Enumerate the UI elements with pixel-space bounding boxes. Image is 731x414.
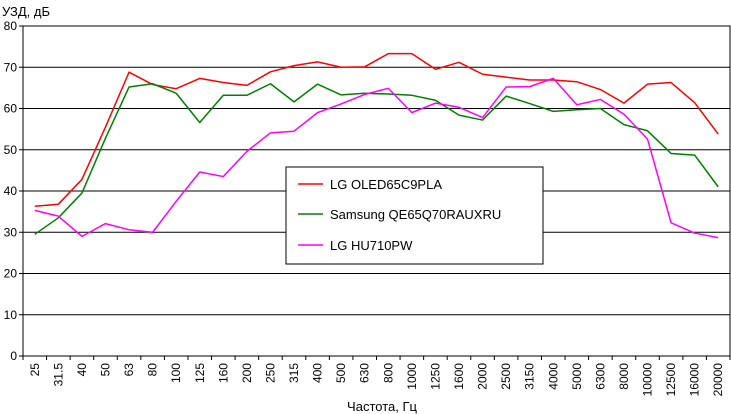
series-line-2 [34, 83, 719, 235]
y-axis-ticks: 0 10 20 30 40 50 60 70 80 [4, 19, 23, 363]
x-tick-label: 16000 [688, 363, 702, 397]
series-line-1 [34, 52, 719, 208]
x-tick-label: 1250 [428, 363, 442, 390]
y-tick-label: 40 [4, 184, 18, 198]
x-tick-label: 40 [75, 363, 89, 377]
x-tick-label: 63 [122, 363, 136, 377]
y-tick-label: 60 [4, 102, 18, 116]
y-axis-title: УЗД, дБ [2, 4, 50, 19]
legend-box [285, 166, 544, 265]
x-tick-label: 50 [98, 363, 112, 377]
x-tick-label: 4000 [546, 363, 560, 390]
x-tick-label: 2000 [476, 363, 490, 390]
legend-label-3: LG HU710PW [330, 238, 413, 253]
x-tick-label: 315 [287, 363, 301, 383]
y-tick-label: 30 [4, 225, 18, 239]
y-tick-label: 0 [10, 349, 17, 363]
series-lines [34, 52, 719, 239]
x-tick-label: 10000 [641, 363, 655, 397]
x-tick-label: 160 [216, 363, 230, 383]
x-tick-label: 400 [311, 363, 325, 383]
y-tick-label: 20 [4, 267, 18, 281]
x-tick-label: 250 [263, 363, 277, 383]
x-tick-label: 100 [169, 363, 183, 383]
x-tick-label: 80 [146, 363, 160, 377]
x-tick-label: 5000 [570, 363, 584, 390]
legend-label-1: LG OLED65C9PLA [330, 177, 442, 192]
x-axis-title: Частота, Гц [347, 399, 417, 414]
legend: LG OLED65C9PLA Samsung QE65Q70RAUXRU LG HU… [285, 166, 544, 265]
x-tick-label: 630 [358, 363, 372, 383]
x-tick-label: 6300 [593, 363, 607, 390]
x-tick-label: 3150 [523, 363, 537, 390]
x-tick-label: 800 [381, 363, 395, 383]
y-tick-label: 80 [4, 19, 18, 33]
x-tick-label: 12500 [664, 363, 678, 397]
x-tick-label: 8000 [617, 363, 631, 390]
y-tick-label: 50 [4, 143, 18, 157]
x-tick-label: 1600 [452, 363, 466, 390]
series-line-3 [34, 77, 719, 239]
y-tick-label: 70 [4, 60, 18, 74]
x-tick-label: 200 [240, 363, 254, 383]
x-tick-label: 500 [334, 363, 348, 383]
x-tick-label: 1000 [405, 363, 419, 390]
x-axis-ticks: 25 31.5 40 50 63 80 100 125 160 200 250 315 400 500 63… [22, 356, 731, 397]
x-tick-label: 31.5 [51, 363, 65, 387]
x-tick-label: 125 [193, 363, 207, 383]
x-tick-label: 2500 [499, 363, 513, 390]
x-tick-label: 25 [28, 363, 42, 377]
legend-label-2: Samsung QE65Q70RAUXRU [330, 207, 501, 222]
y-tick-label: 10 [4, 308, 18, 322]
x-tick-label: 20000 [711, 363, 725, 397]
